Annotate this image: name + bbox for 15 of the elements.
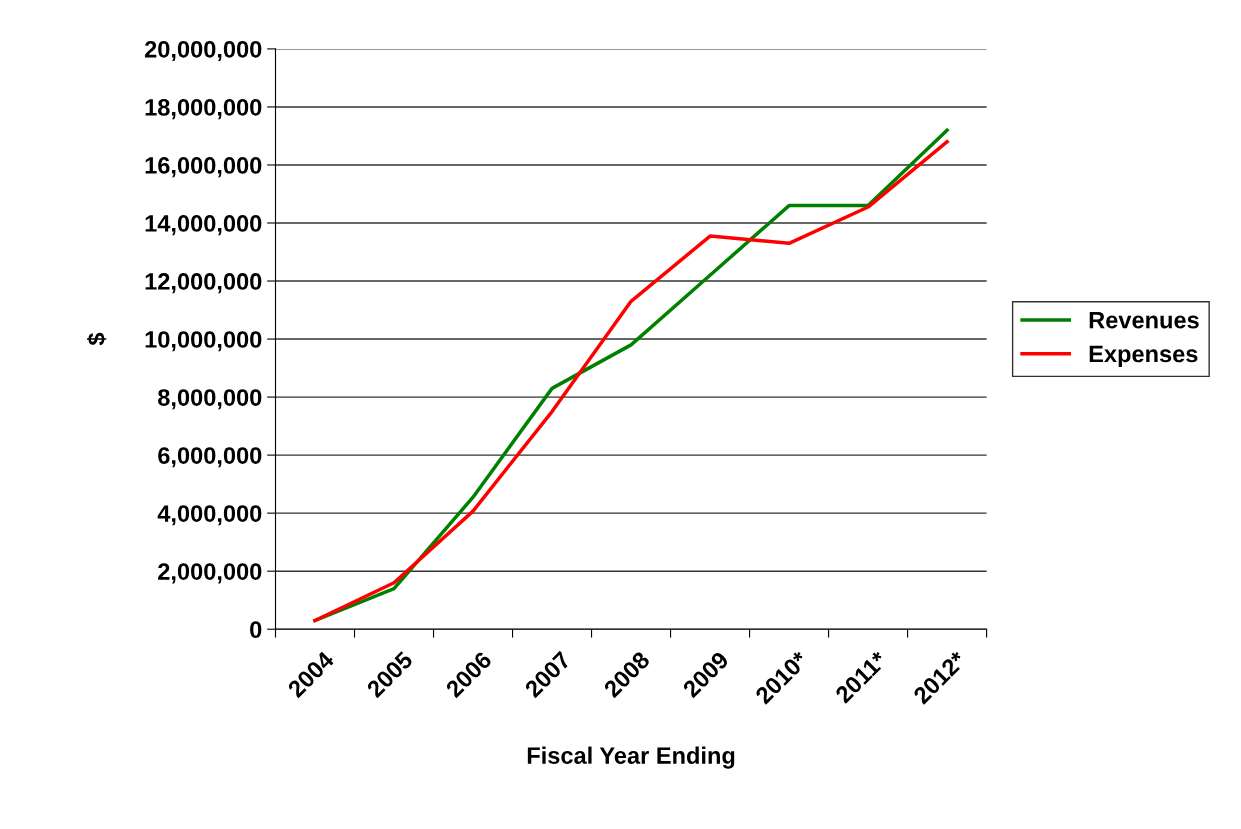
y-axis-title: $: [87, 332, 107, 346]
y-tick-label: 16,000,000: [145, 157, 262, 178]
y-tick-label: 10,000,000: [145, 331, 262, 352]
y-tick-label: 18,000,000: [145, 99, 262, 120]
legend-label: Expenses: [1089, 345, 1198, 367]
y-tick-label: 2,000,000: [158, 563, 262, 584]
legend-label: Revenues: [1089, 312, 1199, 329]
y-tick-label: 6,000,000: [158, 447, 262, 468]
y-tick-label: 14,000,000: [145, 215, 262, 236]
y-tick-label: 12,000,000: [145, 273, 262, 294]
y-tick-label: 8,000,000: [158, 389, 262, 410]
y-tick-label: 0: [250, 621, 262, 638]
y-tick-label: 20,000,000: [144, 40, 262, 62]
y-tick-label: 4,000,000: [157, 505, 262, 526]
x-axis-title: Fiscal Year Ending: [527, 746, 735, 769]
